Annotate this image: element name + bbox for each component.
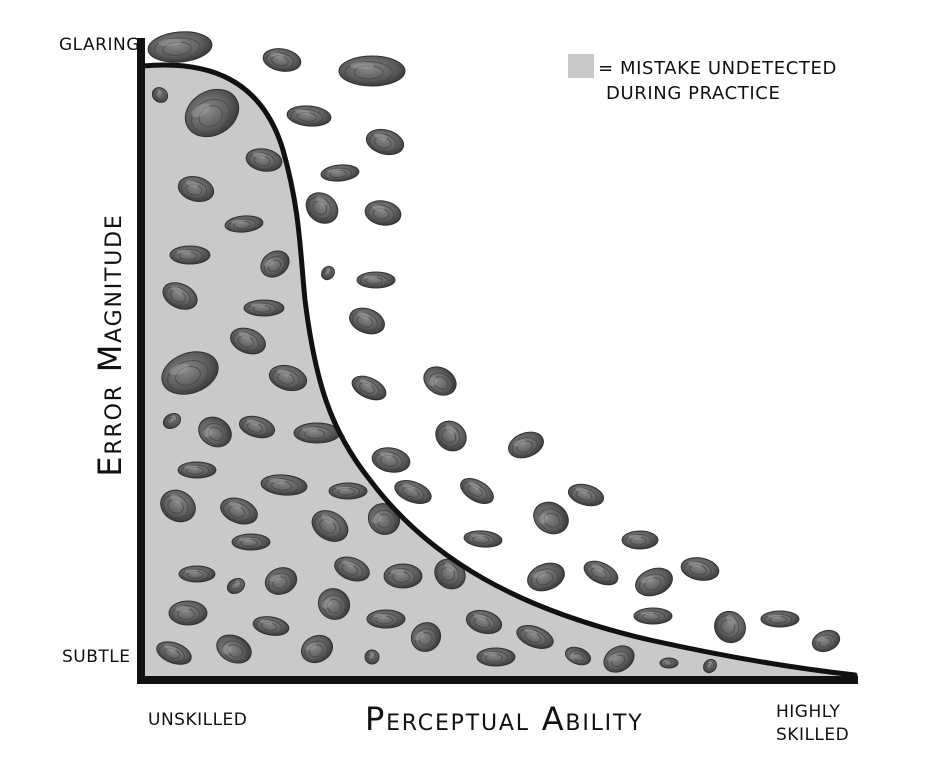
- clam-shell-icon: [151, 87, 169, 103]
- clam-shell-icon: [367, 503, 401, 535]
- clam-shell-icon: [383, 563, 423, 589]
- x-axis-right-label-line2: SKILLED: [776, 725, 850, 745]
- clam-shell-icon: [410, 622, 442, 652]
- clam-shell-icon: [162, 412, 182, 430]
- clam-shell-icon: [169, 245, 211, 265]
- clam-shell-icon: [293, 422, 341, 444]
- clam-shell-icon: [516, 625, 554, 649]
- clam-shell-icon: [198, 416, 232, 448]
- clam-shell-icon: [394, 480, 432, 504]
- clam-shell-icon: [659, 657, 679, 669]
- clam-shell-icon: [435, 420, 467, 452]
- clam-shell-icon: [264, 567, 298, 595]
- clam-shell-icon: [423, 366, 457, 396]
- clam-shell-icon: [527, 562, 565, 592]
- x-axis-right-label-line1: HIGHLY: [776, 702, 841, 722]
- clam-shell-icon: [364, 200, 402, 226]
- clam-shell-icon: [351, 375, 387, 401]
- y-axis-top-label: GLARING: [59, 35, 140, 55]
- clam-shell-icon: [714, 610, 746, 644]
- clam-shell-icon: [465, 609, 503, 635]
- clam-shell-icon: [260, 474, 308, 496]
- clam-shell-icon: [366, 609, 406, 629]
- clam-shell-icon: [760, 610, 800, 628]
- clam-shell-icon: [365, 128, 405, 156]
- clam-shell-icon: [305, 192, 339, 224]
- clam-shell-icon: [220, 497, 258, 525]
- clam-shell-icon: [160, 489, 196, 523]
- clam-shell-icon: [338, 55, 406, 87]
- clam-shell-icon: [156, 641, 192, 665]
- clam-shell-icon: [224, 215, 264, 233]
- clam-shell-icon: [252, 616, 290, 636]
- clam-shell-icon: [603, 645, 635, 673]
- clam-shell-icon: [231, 533, 271, 551]
- clam-shell-icon: [371, 447, 411, 473]
- clam-shell-icon: [178, 565, 216, 583]
- clam-shell-icon: [476, 647, 516, 667]
- clam-shell-icon: [533, 501, 569, 535]
- clam-shell-icon: [300, 634, 334, 664]
- legend-line-2: DURING PRACTICE: [606, 83, 781, 104]
- clam-shell-icon: [286, 105, 332, 127]
- clam-shell-icon: [260, 250, 290, 278]
- clam-shell-icon: [621, 530, 659, 550]
- y-axis-bottom-label: SUBTLE: [62, 647, 131, 667]
- clam-shell-icon: [703, 658, 717, 674]
- clam-shell-icon: [238, 415, 276, 439]
- clam-shell-icon: [356, 271, 396, 289]
- clam-shell-icon: [226, 577, 246, 595]
- clam-shell-icon: [311, 510, 349, 542]
- clam-shell-icon: [243, 299, 285, 317]
- clam-shell-icon: [633, 607, 673, 625]
- clam-shell-icon: [564, 646, 592, 666]
- clam-shell-icon: [168, 600, 208, 626]
- clam-shell-icon: [320, 164, 360, 182]
- x-axis-left-label: UNSKILLED: [148, 710, 248, 730]
- clam-shell-icon: [262, 48, 302, 72]
- x-axis-title: Perceptual Ability: [365, 700, 644, 738]
- clam-shell-icon: [245, 148, 283, 172]
- clam-shell-icon: [317, 588, 351, 620]
- clam-shell-icon: [161, 351, 219, 395]
- clam-shell-icon: [463, 530, 503, 548]
- legend-swatch: [568, 54, 594, 78]
- clam-shell-icon: [162, 282, 198, 310]
- y-axis-title: Error Magnitude: [91, 213, 129, 477]
- shell-cluster: [147, 31, 841, 674]
- clam-shell-icon: [230, 327, 266, 355]
- clam-shell-icon: [268, 364, 308, 392]
- clam-shell-icon: [216, 634, 252, 664]
- clam-shell-icon: [635, 567, 673, 597]
- clam-shell-icon: [460, 478, 494, 504]
- clam-shell-icon: [349, 307, 385, 335]
- clam-shell-icon: [184, 88, 240, 138]
- clam-shell-icon: [321, 265, 335, 281]
- clam-shell-icon: [147, 31, 213, 63]
- clam-shell-icon: [811, 629, 841, 653]
- legend: = MISTAKE UNDETECTED DURING PRACTICE: [598, 56, 837, 106]
- clam-shell-icon: [328, 482, 368, 500]
- clam-shell-icon: [177, 461, 217, 479]
- clam-shell-icon: [177, 176, 215, 202]
- clam-shell-icon: [680, 557, 720, 581]
- clam-shell-icon: [583, 560, 619, 586]
- clam-shell-icon: [508, 431, 544, 459]
- detection-threshold-curve: [140, 62, 858, 678]
- clam-shell-icon: [364, 649, 380, 665]
- clam-shell-icon: [567, 483, 605, 507]
- legend-line-1: = MISTAKE UNDETECTED: [598, 58, 837, 79]
- clam-shell-icon: [334, 556, 370, 582]
